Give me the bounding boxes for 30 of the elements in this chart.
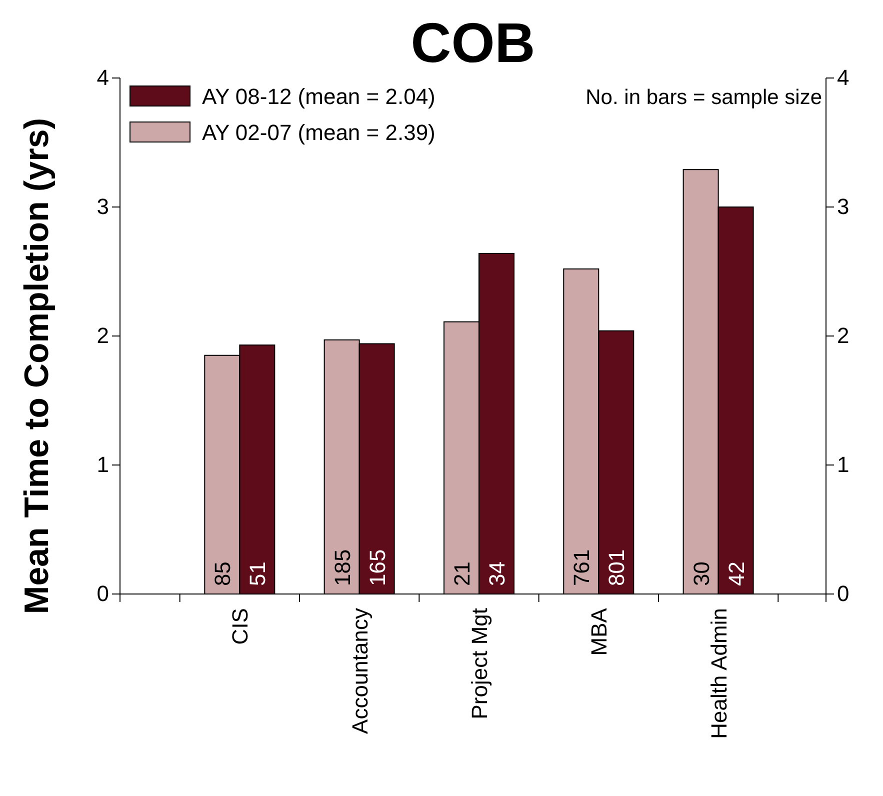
annotation: 42 xyxy=(724,562,749,586)
annotation: 185 xyxy=(330,549,355,586)
y2-tick-label: 2 xyxy=(837,323,850,348)
x-tick-label: Project Mgt xyxy=(466,608,492,720)
legend-label: AY 02-07 (mean = 2.39) xyxy=(202,120,436,145)
annotation: 85 xyxy=(210,562,236,586)
legend-label: AY 08-12 (mean = 2.04) xyxy=(202,84,436,109)
annotation: 801 xyxy=(604,549,630,586)
annotation: 21 xyxy=(449,562,474,586)
x-tick-label: Accountancy xyxy=(347,608,372,734)
x-tick-label: CIS xyxy=(228,608,253,645)
annotation: 761 xyxy=(569,549,594,586)
y-axis-title: Mean Time to Completion (yrs) xyxy=(18,118,56,614)
x-tick-label: MBA xyxy=(586,608,612,656)
annotation: 34 xyxy=(484,562,510,586)
y2-tick-label: 3 xyxy=(837,194,850,220)
y-tick-label: 2 xyxy=(96,323,109,348)
annotation: No. in bars = sample size xyxy=(586,86,822,109)
y-tick-label: 1 xyxy=(96,452,109,478)
annotation: 51 xyxy=(245,562,270,586)
annotation: 30 xyxy=(688,562,714,586)
y2-tick-label: 1 xyxy=(837,452,850,478)
annotation: 165 xyxy=(364,549,390,586)
y-tick-label: 3 xyxy=(96,194,109,220)
y2-tick-label: 4 xyxy=(837,65,850,90)
y-tick-label: 4 xyxy=(96,65,109,90)
x-tick-label: Health Admin xyxy=(706,608,732,739)
chart-title: COB xyxy=(410,11,536,74)
y-tick-label: 0 xyxy=(96,581,109,606)
y2-tick-label: 0 xyxy=(837,581,850,606)
